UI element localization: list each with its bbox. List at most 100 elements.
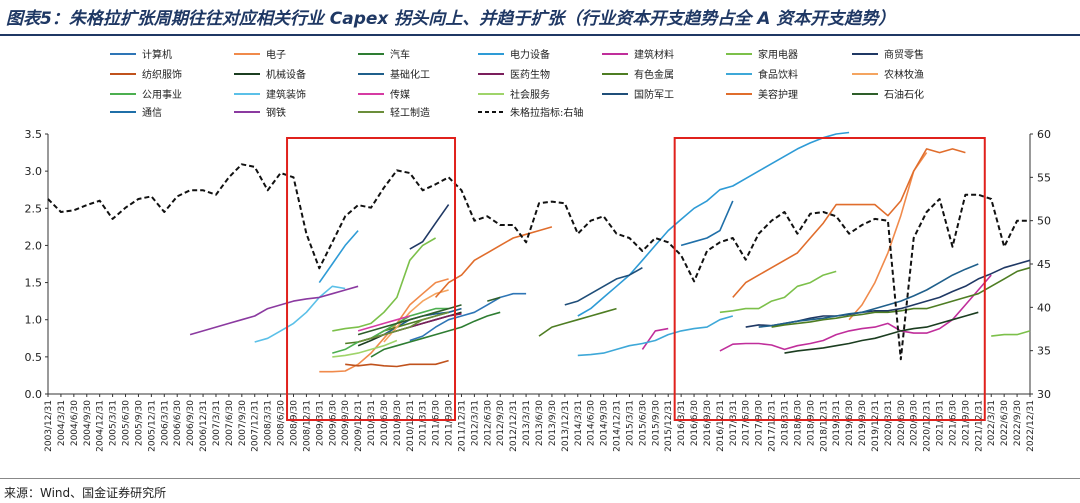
series-line bbox=[332, 307, 449, 354]
x-tick-label: 2003/12/31 bbox=[44, 400, 54, 452]
y-tick-label: 3.0 bbox=[25, 165, 43, 178]
series-line bbox=[434, 226, 553, 298]
x-tick-label: 2021/3/31 bbox=[936, 400, 946, 446]
x-tick-label: 2014/9/30 bbox=[600, 400, 610, 446]
legend-label: 家用电器 bbox=[758, 48, 798, 61]
series-line bbox=[383, 289, 449, 343]
x-tick-label: 2013/12/31 bbox=[561, 400, 571, 452]
legend-label: 公用事业 bbox=[142, 88, 182, 101]
x-tick-label: 2017/12/31 bbox=[768, 400, 778, 452]
x-tick-label: 2013/3/31 bbox=[522, 400, 532, 446]
x-tick-label: 2010/6/30 bbox=[380, 400, 390, 446]
x-tick-label: 2020/6/30 bbox=[897, 400, 907, 446]
legend-item: 农林牧渔 bbox=[852, 68, 924, 81]
legend-item: 机械设备 bbox=[234, 68, 306, 81]
series-line bbox=[758, 263, 979, 328]
series-line bbox=[409, 204, 450, 250]
y-tick-label: 2.5 bbox=[25, 202, 43, 215]
x-tick-label: 2019/12/31 bbox=[871, 400, 881, 452]
x-tick-label: 2019/6/30 bbox=[845, 400, 855, 446]
legend-item: 石油石化 bbox=[852, 88, 924, 101]
legend-label: 食品饮料 bbox=[758, 68, 798, 81]
x-tick-label: 2019/9/30 bbox=[858, 400, 868, 446]
legend-item: 社会服务 bbox=[478, 88, 550, 101]
x-tick-label: 2021/9/30 bbox=[961, 400, 971, 446]
x-tick-label: 2015/9/30 bbox=[651, 400, 661, 446]
x-tick-label: 2008/12/31 bbox=[302, 400, 312, 452]
highlight-box bbox=[286, 137, 457, 421]
x-tick-label: 2014/3/31 bbox=[574, 400, 584, 446]
y-tick-label: 1.5 bbox=[25, 277, 43, 290]
legend-label: 传媒 bbox=[390, 89, 410, 101]
legend-label: 电子 bbox=[266, 48, 286, 61]
x-tick-label: 2010/3/31 bbox=[367, 400, 377, 446]
series-line bbox=[487, 296, 501, 302]
y2-tick-label: 30 bbox=[1037, 388, 1051, 401]
y2-tick-label: 50 bbox=[1037, 215, 1051, 228]
x-tick-label: 2007/12/31 bbox=[251, 400, 261, 452]
x-tick-label: 2016/9/30 bbox=[703, 400, 713, 446]
x-tick-label: 2015/6/30 bbox=[638, 400, 648, 446]
legend-item: 钢铁 bbox=[234, 106, 286, 119]
x-tick-label: 2005/3/31 bbox=[109, 400, 119, 446]
legend-label: 朱格拉指标:右轴 bbox=[510, 106, 583, 119]
series-line bbox=[357, 304, 462, 336]
x-tick-label: 2011/6/30 bbox=[432, 400, 442, 446]
x-tick-label: 2018/3/31 bbox=[781, 400, 791, 446]
legend-item: 汽车 bbox=[358, 48, 410, 61]
legend-label: 纺织服饰 bbox=[142, 68, 182, 81]
series-line bbox=[189, 285, 359, 336]
x-tick-label: 2021/12/31 bbox=[974, 400, 984, 452]
legend-label: 有色金属 bbox=[634, 68, 674, 81]
y2-tick-label: 40 bbox=[1037, 301, 1051, 314]
x-tick-label: 2007/9/30 bbox=[238, 400, 248, 446]
series-line bbox=[254, 285, 346, 343]
x-tick-label: 2017/6/30 bbox=[742, 400, 752, 446]
series-line bbox=[370, 311, 501, 358]
x-tick-label: 2017/9/30 bbox=[755, 400, 765, 446]
legend-item: 朱格拉指标:右轴 bbox=[478, 106, 583, 119]
x-tick-label: 2006/12/31 bbox=[199, 400, 209, 452]
x-tick-label: 2010/12/31 bbox=[406, 400, 416, 452]
figure-title: 图表5：朱格拉扩张周期往往对应相关行业 Capex 拐头向上、并趋于扩张（行业资… bbox=[6, 9, 896, 29]
series-line bbox=[784, 311, 979, 354]
source-note: 来源：Wind、国金证券研究所 bbox=[4, 486, 167, 500]
series-line bbox=[319, 278, 449, 373]
x-tick-label: 2014/6/30 bbox=[587, 400, 597, 446]
legend-item: 传媒 bbox=[358, 89, 410, 101]
x-tick-label: 2022/3/31 bbox=[987, 400, 997, 446]
legend-label: 建筑装饰 bbox=[266, 88, 306, 101]
x-tick-label: 2005/6/30 bbox=[122, 400, 132, 446]
series-line bbox=[577, 315, 734, 357]
x-tick-label: 2017/3/31 bbox=[729, 400, 739, 446]
x-tick-label: 2020/3/31 bbox=[884, 400, 894, 446]
x-tick-label: 2020/12/31 bbox=[923, 400, 933, 452]
x-tick-label: 2016/12/31 bbox=[716, 400, 726, 452]
x-tick-label: 2022/9/30 bbox=[1013, 400, 1023, 446]
x-tick-label: 2009/6/30 bbox=[328, 400, 338, 446]
x-tick-label: 2021/6/30 bbox=[948, 400, 958, 446]
x-tick-label: 2012/6/30 bbox=[483, 400, 493, 446]
legend-item: 家用电器 bbox=[726, 48, 798, 61]
x-tick-label: 2022/6/30 bbox=[1000, 400, 1010, 446]
x-tick-label: 2016/3/31 bbox=[677, 400, 687, 446]
x-tick-label: 2007/3/31 bbox=[212, 400, 222, 446]
x-tick-label: 2011/3/31 bbox=[419, 400, 429, 446]
legend-label: 国防军工 bbox=[634, 88, 674, 101]
series-line bbox=[641, 327, 669, 350]
x-tick-label: 2008/3/31 bbox=[264, 400, 274, 446]
x-tick-label: 2006/6/30 bbox=[173, 400, 183, 446]
legend-item: 医药生物 bbox=[478, 68, 550, 81]
x-tick-label: 2006/3/31 bbox=[160, 400, 170, 446]
title-bar: 图表5：朱格拉扩张周期往往对应相关行业 Capex 拐头向上、并趋于扩张（行业资… bbox=[0, 0, 1080, 36]
legend-item: 商贸零售 bbox=[852, 48, 924, 61]
legend-label: 机械设备 bbox=[266, 68, 306, 81]
x-tick-label: 2010/9/30 bbox=[393, 400, 403, 446]
y-tick-label: 2.0 bbox=[25, 239, 43, 252]
series-line bbox=[409, 292, 527, 342]
x-tick-label: 2007/6/30 bbox=[225, 400, 235, 446]
series-line bbox=[771, 266, 1031, 328]
legend-label: 基础化工 bbox=[390, 68, 430, 81]
series-lines bbox=[47, 131, 1031, 373]
